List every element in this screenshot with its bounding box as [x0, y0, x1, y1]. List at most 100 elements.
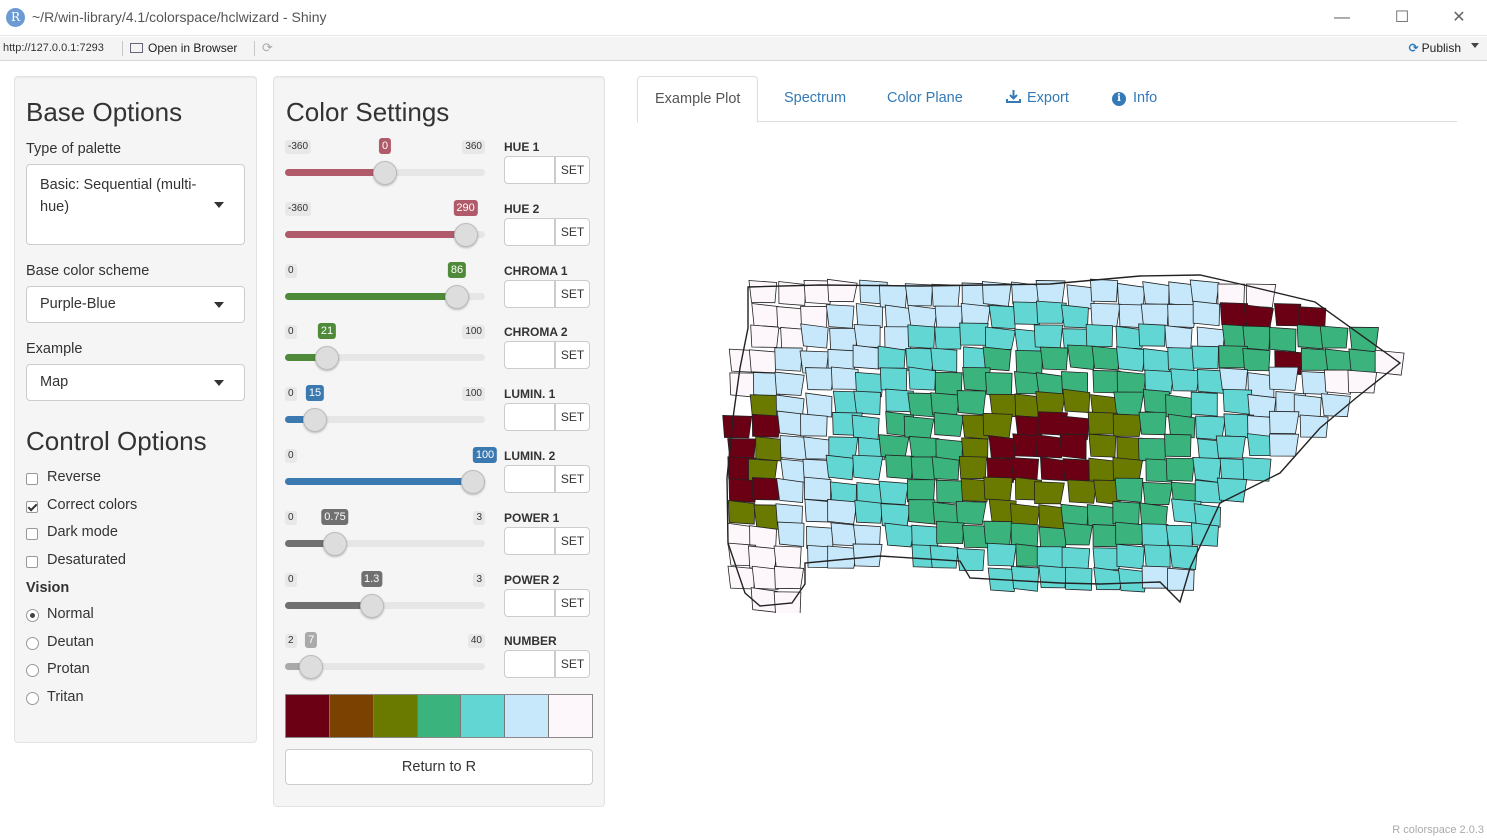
checkbox-correct-colors[interactable]: [26, 500, 38, 513]
url-text[interactable]: http://127.0.0.1:7293: [3, 42, 104, 54]
slider-chroma-1[interactable]: 0 86: [285, 261, 485, 314]
maximize-button[interactable]: ☐: [1394, 9, 1410, 26]
slider-lumin-2[interactable]: 0 100: [285, 447, 498, 499]
set-button[interactable]: SET: [555, 156, 590, 184]
base-scheme-label: Base color scheme: [26, 263, 150, 279]
slider-min-label: 0: [285, 572, 297, 587]
slider-handle[interactable]: [299, 655, 324, 680]
slider-fill: [285, 601, 372, 609]
map-county: [877, 345, 906, 369]
checkbox-reverse[interactable]: [26, 473, 38, 485]
setting-input[interactable]: [504, 465, 555, 493]
map-county: [985, 372, 1013, 397]
setting-input[interactable]: [504, 526, 555, 555]
map-county: [988, 304, 1016, 330]
setting-input[interactable]: [504, 403, 555, 432]
map-county: [1085, 324, 1114, 348]
return-to-r-button[interactable]: Return to R: [285, 749, 593, 785]
checkbox-label: Dark mode: [47, 524, 118, 540]
publish-icon: ⟳: [1408, 41, 1419, 55]
set-button[interactable]: SET: [555, 279, 590, 308]
slider-number[interactable]: 2 40 7: [285, 632, 485, 684]
map-county: [852, 344, 883, 370]
setting-input[interactable]: [504, 588, 555, 617]
map-county: [904, 283, 934, 307]
map-county: [1348, 348, 1378, 375]
checkbox-dark-mode[interactable]: [26, 528, 38, 540]
example-select[interactable]: Map: [26, 364, 245, 401]
map-county: [1243, 304, 1274, 329]
minimize-button[interactable]: —: [1334, 9, 1350, 26]
slider-handle[interactable]: [315, 346, 339, 371]
set-button[interactable]: SET: [555, 465, 590, 493]
set-button[interactable]: SET: [555, 650, 590, 679]
publish-button[interactable]: ⟳ Publish: [1409, 41, 1461, 55]
map-county: [748, 280, 778, 304]
setting-input[interactable]: [504, 156, 555, 184]
slider-track[interactable]: [285, 539, 485, 547]
slider-min-label: 0: [285, 510, 297, 525]
slider-value-label: 100: [472, 447, 498, 463]
slider-power-2[interactable]: 0 3 1.3: [285, 570, 485, 623]
tab-example-plot[interactable]: Example Plot: [637, 76, 759, 123]
map-county: [1140, 303, 1169, 327]
tab-color-plane[interactable]: Color Plane: [870, 76, 980, 122]
publish-dropdown-icon[interactable]: [1471, 43, 1479, 48]
refresh-icon[interactable]: ⟳: [262, 40, 273, 55]
checkbox-desaturated[interactable]: [26, 555, 38, 568]
radio-protan[interactable]: [26, 664, 39, 677]
tab-export[interactable]: Export: [989, 76, 1086, 122]
slider-handle[interactable]: [453, 222, 478, 247]
tab-info[interactable]: i Info: [1095, 76, 1174, 122]
open-in-browser-button[interactable]: Open in Browser: [130, 41, 237, 55]
slider-chroma-2[interactable]: 0 100 21: [285, 323, 485, 375]
slider-lumin-1[interactable]: 0 100 15: [285, 385, 485, 437]
radio-deutan[interactable]: [26, 636, 39, 650]
radio-tritan[interactable]: [26, 691, 39, 705]
radio-label: Protan: [47, 661, 90, 677]
map-county: [774, 347, 803, 372]
close-button[interactable]: ✕: [1452, 9, 1466, 26]
base-scheme-select[interactable]: Purple-Blue: [26, 286, 245, 323]
map-county: [1167, 413, 1196, 439]
map-county: [1036, 300, 1067, 324]
setting-input[interactable]: [504, 279, 555, 308]
set-button[interactable]: SET: [555, 217, 590, 246]
map-county: [1347, 369, 1378, 394]
checkbox-label: Reverse: [47, 469, 101, 485]
set-button[interactable]: SET: [555, 588, 590, 617]
map-county: [907, 324, 936, 349]
setting-input[interactable]: [504, 217, 555, 246]
set-button[interactable]: SET: [555, 341, 590, 370]
radio-normal[interactable]: [26, 609, 39, 622]
slider-track[interactable]: [285, 663, 485, 671]
map-county: [1219, 302, 1249, 328]
slider-track[interactable]: [285, 416, 485, 424]
map-county: [1062, 522, 1093, 546]
map-county: [1059, 433, 1087, 460]
slider-handle[interactable]: [303, 408, 327, 433]
slider-fill: [285, 354, 327, 362]
tab-spectrum[interactable]: Spectrum: [767, 76, 863, 122]
slider-handle[interactable]: [373, 161, 397, 185]
slider-handle[interactable]: [323, 531, 347, 556]
slider-hue-2[interactable]: -360 290: [285, 199, 485, 252]
palette-type-select[interactable]: Basic: Sequential (multi-hue): [26, 164, 245, 245]
slider-hue-1[interactable]: -360 360 0: [285, 138, 485, 190]
slider-handle[interactable]: [461, 470, 485, 494]
slider-track[interactable]: [285, 601, 485, 609]
set-button[interactable]: SET: [555, 403, 590, 432]
setting-input[interactable]: [504, 650, 555, 679]
map-county: [830, 366, 859, 390]
slider-track[interactable]: [285, 354, 485, 362]
map-county: [776, 477, 804, 503]
slider-handle[interactable]: [445, 284, 469, 309]
slider-value-label: 0.75: [321, 508, 349, 525]
setting-input[interactable]: [504, 341, 555, 370]
map-county: [1141, 565, 1171, 589]
set-button[interactable]: SET: [555, 526, 590, 555]
slider-power-1[interactable]: 0 3 0.75: [285, 508, 485, 561]
map-county: [1035, 434, 1063, 459]
slider-handle[interactable]: [359, 593, 384, 618]
slider-min-label: 0: [285, 449, 297, 463]
